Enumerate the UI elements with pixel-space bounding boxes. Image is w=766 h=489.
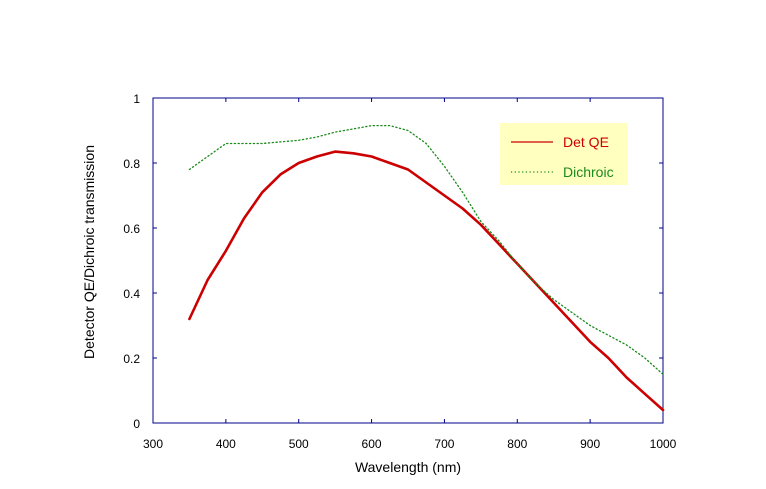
- y-tick-label: 0.4: [123, 287, 140, 301]
- y-tick-label: 1: [133, 92, 140, 106]
- x-tick-label: 700: [434, 437, 454, 451]
- x-axis-label: Wavelength (nm): [355, 459, 461, 475]
- y-tick-label: 0.8: [123, 157, 140, 171]
- series-group: [188, 124, 665, 412]
- x-tick-label: 800: [507, 437, 527, 451]
- y-tick-label: 0: [133, 417, 140, 431]
- x-tick-label: 600: [362, 437, 382, 451]
- series-line-det-qe: [188, 150, 665, 412]
- legend: Det QE Dichroic: [500, 123, 628, 185]
- legend-label-dichroic: Dichroic: [563, 164, 614, 180]
- axis-ticks: 300 400 500 600 700 800 900 1000 0 0.2 0.4 0.6 0.8 1: [123, 92, 676, 451]
- x-tick-label: 500: [289, 437, 309, 451]
- series-line-dichroic: [188, 124, 664, 375]
- x-tick-label: 400: [216, 437, 236, 451]
- x-tick-label: 900: [580, 437, 600, 451]
- x-tick-label: 1000: [650, 437, 677, 451]
- x-tick-label: 300: [143, 437, 163, 451]
- y-axis-label: Detector QE/Dichroic transmission: [81, 145, 97, 359]
- y-tick-label: 0.6: [123, 222, 140, 236]
- legend-box: [500, 123, 628, 185]
- plot-area-frame: [152, 97, 664, 424]
- y-tick-label: 0.2: [123, 352, 140, 366]
- legend-label-det-qe: Det QE: [563, 134, 609, 150]
